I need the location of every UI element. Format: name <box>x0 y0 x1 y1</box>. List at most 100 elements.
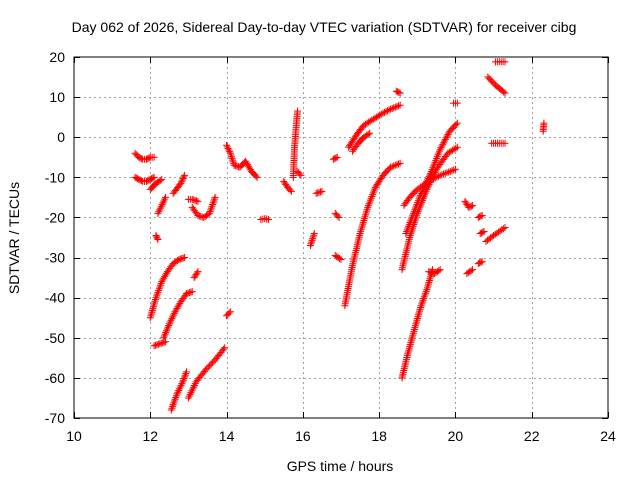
interpolated-points <box>477 228 487 237</box>
interpolated-points <box>178 173 188 186</box>
series-arc-21 <box>293 167 305 179</box>
series-arc-20 <box>289 107 302 181</box>
data-point <box>333 153 341 161</box>
series-arc-11 <box>188 193 219 221</box>
y-axis-label: SDTVAR / TECUs <box>6 182 22 294</box>
interpolated-points <box>398 235 413 272</box>
interpolated-points <box>148 174 157 183</box>
series-arc-27 <box>341 159 404 310</box>
interpolated-points <box>485 74 498 88</box>
data-point <box>501 89 509 97</box>
y-tick-label: -60 <box>45 370 65 386</box>
data-point <box>306 242 314 250</box>
data-point <box>162 193 170 201</box>
data-point <box>436 171 444 179</box>
data-point <box>154 236 162 244</box>
data-point <box>253 173 261 181</box>
data-point <box>478 211 486 219</box>
y-tick-label: -70 <box>45 410 65 426</box>
interpolated-points <box>466 202 475 211</box>
data-point <box>404 350 412 358</box>
interpolated-points <box>380 165 393 178</box>
interpolated-points <box>159 269 170 284</box>
interpolated-points <box>165 261 176 274</box>
data-point <box>411 322 419 330</box>
data-point <box>211 193 219 201</box>
series-arc-32 <box>402 119 461 237</box>
data-point <box>501 139 509 147</box>
data-point <box>188 288 196 296</box>
data-point <box>409 209 417 217</box>
data-point <box>294 107 302 115</box>
interpolated-points <box>223 143 234 156</box>
data-point <box>396 101 404 109</box>
series-arc-37 <box>461 197 477 211</box>
interpolated-points <box>361 130 372 140</box>
series-arc-07 <box>146 254 189 322</box>
interpolated-points <box>147 181 159 192</box>
interpolated-points <box>160 321 173 340</box>
data-point <box>417 189 425 197</box>
interpolated-points <box>232 162 242 171</box>
data-point <box>221 344 229 352</box>
series-arc-41 <box>474 258 486 268</box>
interpolated-points <box>168 392 180 412</box>
interpolated-points <box>285 185 294 194</box>
series-arc-26 <box>331 252 345 264</box>
data-point <box>165 320 173 328</box>
interpolated-points <box>462 199 472 210</box>
x-tick-label: 18 <box>371 428 387 444</box>
interpolated-points <box>157 338 168 347</box>
interpolated-points <box>249 169 260 180</box>
data-point <box>396 159 404 167</box>
series-arc-03 <box>146 175 166 193</box>
interpolated-points <box>346 133 359 150</box>
data-point <box>194 268 202 276</box>
y-tick-label: -30 <box>45 250 65 266</box>
interpolated-points <box>427 147 443 175</box>
series-arc-44 <box>484 73 509 97</box>
data-point <box>478 258 486 266</box>
interpolated-points <box>189 205 201 218</box>
interpolated-points <box>445 144 460 156</box>
interpolated-points <box>361 116 376 128</box>
interpolated-points <box>353 123 367 138</box>
series-arc-15 <box>184 344 229 402</box>
x-tick-label: 16 <box>295 428 311 444</box>
data-point <box>335 213 343 221</box>
data-point <box>162 338 170 346</box>
data-point <box>167 406 175 414</box>
interpolated-points <box>170 181 184 196</box>
interpolated-points <box>357 205 371 236</box>
data-point <box>226 308 234 316</box>
interpolated-points <box>153 176 164 186</box>
series-arc-36 <box>450 99 461 107</box>
data-point <box>152 294 160 302</box>
data-point <box>184 394 192 402</box>
data-point <box>194 211 202 219</box>
interpolated-points <box>404 324 419 356</box>
interpolated-points <box>333 211 342 220</box>
data-point <box>223 141 231 149</box>
data-point <box>175 256 183 264</box>
interpolated-points <box>179 370 190 384</box>
series-arc-09 <box>160 290 191 342</box>
interpolated-points <box>412 304 425 328</box>
data-point <box>356 229 364 237</box>
data-point <box>188 195 196 203</box>
data-point <box>158 175 166 183</box>
data-point <box>396 89 404 97</box>
interpolated-points <box>333 253 344 263</box>
x-tick-label: 14 <box>219 428 235 444</box>
data-point <box>154 209 162 217</box>
series-arc-23 <box>312 187 326 197</box>
series-arc-25 <box>331 209 343 221</box>
series-arc-28 <box>345 101 404 151</box>
interpolated-points <box>153 233 161 242</box>
series-arc-34 <box>398 266 437 382</box>
data-point <box>366 129 374 137</box>
y-tick-label: 0 <box>57 129 65 145</box>
interpolated-points <box>350 141 361 154</box>
interpolated-points <box>291 127 300 151</box>
x-tick-label: 20 <box>448 428 464 444</box>
